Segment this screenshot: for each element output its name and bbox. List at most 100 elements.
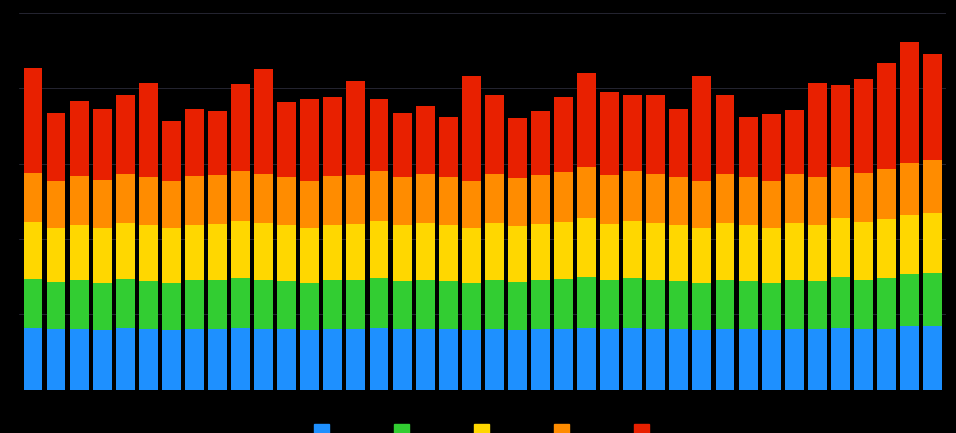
Bar [254,69,273,174]
Bar [231,327,250,390]
Bar [692,283,711,330]
Bar [300,330,319,390]
Bar [93,180,112,228]
Bar [208,175,227,224]
Bar [554,97,573,172]
Bar [462,283,481,330]
Bar [554,222,573,279]
Bar [439,117,458,177]
Bar [785,280,804,329]
Bar [877,63,896,168]
Bar [900,326,919,390]
Bar [370,278,388,327]
Bar [416,329,435,390]
Bar [416,280,435,329]
Bar [208,224,227,281]
Bar [139,177,158,226]
Bar [900,42,919,163]
Bar [116,328,135,390]
Bar [70,225,89,281]
Bar [346,175,365,224]
Bar [762,283,781,330]
Bar [185,177,204,225]
Bar [162,181,181,229]
Bar [808,330,827,390]
Bar [277,102,296,177]
Bar [485,223,504,280]
Bar [623,220,642,278]
Bar [854,173,873,223]
Bar [923,160,942,213]
Bar [900,275,919,326]
Bar [370,327,388,390]
Bar [831,84,850,168]
Bar [70,177,89,225]
Bar [923,213,942,273]
Bar [24,68,42,173]
Bar [393,330,411,390]
Bar [323,177,342,225]
Bar [346,281,365,330]
Bar [762,113,781,181]
Bar [139,226,158,281]
Bar [323,329,342,390]
Bar [900,163,919,215]
Bar [531,111,550,175]
Bar [623,278,642,327]
Bar [554,329,573,390]
Bar [577,168,596,218]
Bar [808,83,827,177]
Bar [900,215,919,275]
Bar [623,96,642,171]
Bar [185,109,204,177]
Bar [47,113,65,181]
Bar [785,174,804,223]
Bar [393,281,411,330]
Bar [831,168,850,218]
Bar [831,327,850,390]
Bar [47,181,65,228]
Bar [254,174,273,223]
Bar [370,99,388,171]
Bar [346,224,365,281]
Bar [346,330,365,390]
Bar [739,177,757,226]
Bar [393,226,411,281]
Bar [715,329,734,390]
Bar [346,81,365,175]
Bar [600,281,619,330]
Bar [439,330,458,390]
Bar [70,281,89,329]
Bar [162,229,181,283]
Bar [785,329,804,390]
Bar [254,280,273,329]
Bar [739,226,757,281]
Bar [808,226,827,281]
Bar [877,220,896,278]
Legend: , , , , : , , , , [309,419,657,433]
Bar [24,327,42,390]
Bar [669,281,688,330]
Bar [393,177,411,226]
Bar [854,78,873,173]
Bar [462,229,481,283]
Bar [370,220,388,278]
Bar [646,280,665,329]
Bar [831,277,850,327]
Bar [669,226,688,281]
Bar [300,181,319,229]
Bar [231,220,250,278]
Bar [531,224,550,281]
Bar [393,113,411,177]
Bar [24,173,42,222]
Bar [70,101,89,177]
Bar [854,223,873,280]
Bar [24,222,42,278]
Bar [508,282,527,330]
Bar [231,171,250,220]
Bar [508,118,527,178]
Bar [785,110,804,174]
Bar [600,92,619,175]
Bar [462,181,481,229]
Bar [439,177,458,226]
